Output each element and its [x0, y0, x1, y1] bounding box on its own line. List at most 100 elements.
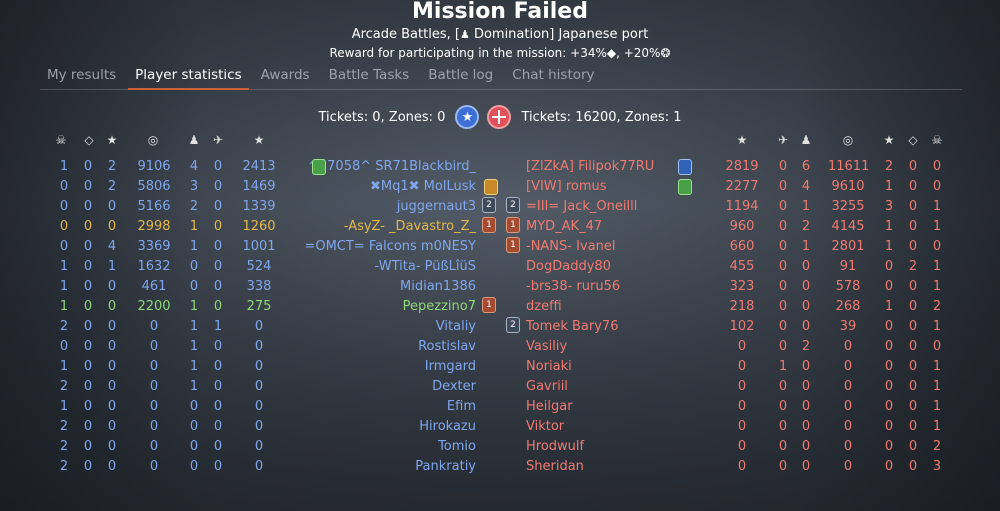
enemy-stat-f: 0 [778, 179, 788, 194]
ally-player-name[interactable]: Hirokazu [419, 419, 476, 434]
squadron-badge-icon [678, 159, 692, 175]
ally-stat-c: 0 [107, 219, 117, 234]
tab-battle-log[interactable]: Battle log [428, 67, 494, 83]
ally-stat-f: 0 [213, 419, 223, 434]
enemy-player-name[interactable]: Tomek Bary76 [526, 319, 619, 334]
enemy-stat-b: 0 [908, 439, 918, 454]
ally-stat-e: 0 [189, 279, 199, 294]
enemy-stat-f: 0 [778, 379, 788, 394]
ally-player-name[interactable]: juggernaut3 [396, 199, 476, 214]
enemy-stat-f: 0 [778, 199, 788, 214]
ally-stat-e: 2 [189, 199, 199, 214]
enemy-stat-g: 0 [737, 459, 747, 474]
allies-column-headers: ☠ ◇ ★ ◎ ♟ ✈ ★ [0, 133, 300, 151]
enemy-stat-b: 0 [908, 379, 918, 394]
enemy-player-name[interactable]: Hrodwulf [526, 439, 585, 454]
tab-my-results[interactable]: My results [47, 67, 117, 83]
enemy-stat-d: 0 [843, 359, 853, 374]
tab-player-statistics[interactable]: Player statistics [128, 64, 249, 90]
deaths-icon: ◇ [908, 133, 918, 147]
ally-player-name[interactable]: Irmgard [424, 359, 476, 374]
enemy-player-name[interactable]: DogDaddy80 [526, 259, 611, 274]
enemy-player-name[interactable]: -NANS- Ivanel [526, 239, 616, 254]
ally-stat-b: 0 [83, 399, 93, 414]
enemy-player-name[interactable]: Heilgar [526, 399, 573, 414]
ally-stat-a: 2 [59, 459, 69, 474]
ally-player-name[interactable]: ^27058^ SR71Blackbird_ [307, 159, 476, 174]
enemy-stat-f: 0 [778, 339, 788, 354]
enemy-player-name[interactable]: Vasiliy [526, 339, 568, 354]
score-icon: ◎ [147, 133, 159, 147]
ally-player-name[interactable]: =OMCT= Falcons m0NESY [304, 239, 476, 254]
ally-stat-e: 1 [189, 219, 199, 234]
ally-stat-d: 0 [149, 319, 159, 334]
table-row: 0 0 2 5806 3 0 1469 ✖Mq1✖ MolLusk [VIW] romus 227… [0, 177, 1000, 197]
ally-stat-c: 0 [107, 199, 117, 214]
ally-player-name[interactable]: Rostislav [418, 339, 476, 354]
ally-stat-c: 0 [107, 339, 117, 354]
ally-player-name[interactable]: Midian1386 [400, 279, 476, 294]
enemy-player-name[interactable]: Sheridan [526, 459, 584, 474]
score-icon: ◎ [842, 133, 854, 147]
rank-star-icon: ★ [253, 133, 265, 147]
ally-player-name[interactable]: Dexter [432, 379, 476, 394]
enemy-player-name[interactable]: [VIW] romus [526, 179, 607, 194]
ally-stat-g: 1339 [242, 199, 276, 214]
ally-stat-a: 1 [59, 359, 69, 374]
enemy-stat-f: 0 [778, 419, 788, 434]
enemy-player-name[interactable]: [ZlZkA] Filipok77RU [526, 159, 655, 174]
ground-kills-icon: ♟ [800, 133, 812, 147]
enemy-player-name[interactable]: -brs38- ruru56 [526, 279, 621, 294]
ally-stat-a: 2 [59, 379, 69, 394]
enemy-player-name[interactable]: Noriaki [526, 359, 572, 374]
enemies-cross-icon [487, 105, 512, 129]
ally-stat-f: 0 [213, 239, 223, 254]
ally-stat-c: 0 [107, 359, 117, 374]
ally-stat-c: 0 [107, 379, 117, 394]
enemy-player-name[interactable]: Viktor [526, 419, 565, 434]
table-row: 2 0 0 0 0 0 0 Pankratiy Sheridan 0 0 0 0 0 0 3 [0, 457, 1000, 477]
enemy-stat-c: 2 [884, 159, 894, 174]
enemy-stat-f: 0 [778, 439, 788, 454]
tab-awards[interactable]: Awards [260, 67, 310, 83]
ally-player-name[interactable]: Vitaliy [435, 319, 476, 334]
enemy-stat-a: 0 [932, 179, 942, 194]
table-row: 2 0 0 0 1 0 0 Dexter Gavriil 0 0 0 0 0 0 1 [0, 377, 1000, 397]
enemy-stat-c: 1 [884, 179, 894, 194]
tab-chat-history[interactable]: Chat history [512, 67, 595, 83]
ally-stat-a: 1 [59, 399, 69, 414]
ally-player-name[interactable]: ✖Mq1✖ MolLusk [370, 179, 476, 194]
ally-stat-e: 1 [189, 299, 199, 314]
ally-player-name[interactable]: -AsyZ- _Davastro_Z_ [343, 219, 476, 234]
ally-stat-d: 0 [149, 419, 159, 434]
enemy-stat-g: 660 [729, 239, 755, 254]
enemy-stat-a: 0 [932, 159, 942, 174]
enemy-stat-d: 91 [839, 259, 857, 274]
enemy-stat-c: 1 [884, 239, 894, 254]
ally-stat-b: 0 [83, 339, 93, 354]
enemy-player-name[interactable]: MYD_AK_47 [526, 219, 603, 234]
ally-player-name[interactable]: -WTita- PüßLîüS [374, 259, 476, 274]
enemy-player-name[interactable]: dzeffi [526, 299, 562, 314]
ally-player-name[interactable]: Pepezzino7 [402, 299, 476, 314]
ground-kills-icon: ♟ [188, 133, 200, 147]
page-title: Mission Failed [412, 0, 588, 24]
ally-player-name[interactable]: Tomio [438, 439, 476, 454]
enemy-stat-d: 3255 [831, 199, 865, 214]
tab-battle-tasks[interactable]: Battle Tasks [328, 67, 410, 83]
ally-stat-g: 2413 [242, 159, 276, 174]
ally-player-name[interactable]: Pankratiy [415, 459, 476, 474]
ally-stat-e: 3 [189, 179, 199, 194]
enemy-stat-f: 0 [778, 219, 788, 234]
enemy-stat-c: 0 [884, 379, 894, 394]
assists-icon: ☠ [55, 133, 67, 147]
ally-stat-b: 0 [83, 199, 93, 214]
enemy-player-name[interactable]: Gavriil [526, 379, 568, 394]
ally-stat-b: 0 [83, 379, 93, 394]
ally-player-name[interactable]: Efim [446, 399, 476, 414]
ally-stat-g: 1001 [242, 239, 276, 254]
enemy-stat-c: 0 [884, 459, 894, 474]
air-kills-icon: ✈ [212, 133, 224, 147]
enemy-player-name[interactable]: =III= Jack_Oneilll [526, 199, 638, 214]
enemy-stat-c: 0 [884, 419, 894, 434]
